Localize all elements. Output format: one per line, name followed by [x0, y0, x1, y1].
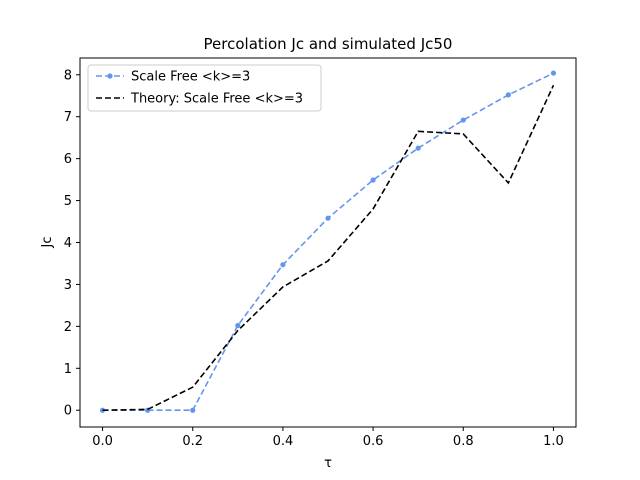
legend-label-scale-free: Scale Free <k>=3 [131, 70, 250, 85]
data-point [550, 70, 557, 76]
data-point [280, 262, 286, 268]
legend-marker-scale-free [107, 73, 113, 79]
chart-title: Percolation Jc and simulated Jc50 [204, 35, 453, 53]
x-tick-label: 1.0 [543, 434, 564, 449]
data-point [505, 92, 511, 98]
data-point [99, 407, 106, 413]
legend: Scale Free <k>=3 Theory: Scale Free <k>=… [87, 64, 322, 112]
plot-lines [99, 70, 557, 413]
data-point [370, 177, 376, 183]
x-tick-label: 0.4 [273, 434, 294, 449]
axes-frame [79, 57, 577, 428]
x-tick-label: 0.0 [92, 434, 113, 449]
series-line-0 [102, 72, 554, 412]
data-point [325, 215, 331, 221]
x-axis-label: τ [324, 456, 332, 471]
data-point [415, 145, 421, 151]
y-tick-label: 4 [64, 236, 72, 251]
y-axis-label: Jc [40, 237, 55, 249]
x-axis-ticks: 0.0 0.2 0.4 0.6 0.8 1.0 [92, 427, 564, 449]
y-tick-label: 2 [64, 320, 72, 335]
y-tick-label: 0 [64, 404, 72, 419]
y-tick-label: 6 [64, 152, 72, 167]
data-point [460, 117, 466, 123]
y-axis-ticks: 0 1 2 3 4 5 6 7 8 [64, 68, 80, 419]
data-point [235, 322, 241, 329]
x-tick-label: 0.2 [182, 434, 203, 449]
y-tick-label: 1 [64, 362, 72, 377]
legend-label-theory: Theory: Scale Free <k>=3 [130, 92, 303, 107]
y-tick-label: 5 [64, 194, 72, 209]
data-point [190, 407, 196, 413]
y-tick-label: 3 [64, 278, 72, 293]
legend-box [87, 64, 322, 112]
y-tick-label: 8 [64, 68, 72, 83]
y-tick-label: 7 [64, 110, 72, 125]
x-tick-label: 0.6 [363, 434, 384, 449]
x-tick-label: 0.8 [453, 434, 474, 449]
series-line-1 [102, 84, 555, 412]
